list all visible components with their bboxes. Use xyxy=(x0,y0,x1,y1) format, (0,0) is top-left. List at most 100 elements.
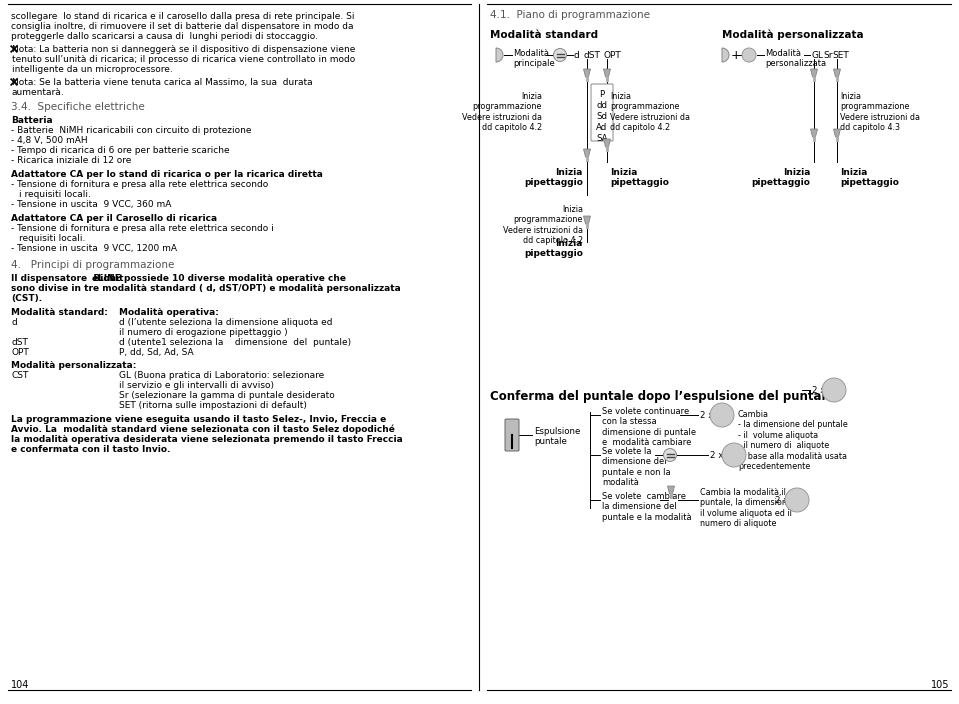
Text: OPT: OPT xyxy=(603,51,620,60)
Text: d: d xyxy=(11,318,16,327)
Polygon shape xyxy=(722,48,729,62)
Polygon shape xyxy=(603,139,611,147)
Polygon shape xyxy=(583,149,591,157)
Polygon shape xyxy=(810,69,817,77)
Text: - Tensione in uscita  9 VCC, 360 mA: - Tensione in uscita 9 VCC, 360 mA xyxy=(11,200,172,209)
Text: Modalità standard:: Modalità standard: xyxy=(11,308,107,317)
FancyBboxPatch shape xyxy=(505,419,519,451)
Text: e confermata con il tasto Invio.: e confermata con il tasto Invio. xyxy=(11,445,171,454)
Text: P, dd, Sd, Ad, SA: P, dd, Sd, Ad, SA xyxy=(119,348,194,357)
Text: LINE possiede 10 diverse modalità operative che: LINE possiede 10 diverse modalità operat… xyxy=(98,274,346,283)
Circle shape xyxy=(664,448,676,462)
Text: il numero di erogazione pipettaggio ): il numero di erogazione pipettaggio ) xyxy=(119,328,288,337)
Text: Cambia la modalità,il
puntale, la dimensione,
il volume aliquota ed il
numero di: Cambia la modalità,il puntale, la dimens… xyxy=(700,488,794,528)
Text: intelligente da un microprocessore.: intelligente da un microprocessore. xyxy=(12,65,173,74)
Text: Nota: Se la batteria viene tenuta carica al Massimo, la sua  durata: Nota: Se la batteria viene tenuta carica… xyxy=(12,78,313,87)
Circle shape xyxy=(722,443,746,467)
Polygon shape xyxy=(496,48,503,62)
Text: Inizia
pipettaggio: Inizia pipettaggio xyxy=(610,168,668,187)
Polygon shape xyxy=(810,129,817,137)
Text: proteggerle dallo scaricarsi a causa di  lunghi periodi di stoccaggio.: proteggerle dallo scaricarsi a causa di … xyxy=(11,32,318,41)
Polygon shape xyxy=(583,69,591,77)
Text: 3.4.  Specifiche elettriche: 3.4. Specifiche elettriche xyxy=(11,102,145,112)
Text: Se volete  cambiare
la dimensione del
puntale e la modalità: Se volete cambiare la dimensione del pun… xyxy=(602,492,691,522)
Text: - Tempo di ricarica di 6 ore per batterie scariche: - Tempo di ricarica di 6 ore per batteri… xyxy=(11,146,229,155)
Text: Modalità
personalizzata: Modalità personalizzata xyxy=(765,49,826,68)
Text: Adattatore CA per lo stand di ricarica o per la ricarica diretta: Adattatore CA per lo stand di ricarica o… xyxy=(11,170,323,179)
Text: Sr: Sr xyxy=(823,51,832,60)
Text: Sd: Sd xyxy=(596,112,607,121)
Text: La programmazione viene eseguita usando il tasto Selez-, Invio, Freccia e: La programmazione viene eseguita usando … xyxy=(11,415,386,424)
Text: tenuto sull’unità di ricarica; il processo di ricarica viene controllato in modo: tenuto sull’unità di ricarica; il proces… xyxy=(12,55,355,64)
Text: Conferma del puntale dopo l’espulsione del puntale: Conferma del puntale dopo l’espulsione d… xyxy=(490,390,833,403)
Text: 4.1.  Piano di programmazione: 4.1. Piano di programmazione xyxy=(490,10,650,20)
Text: 2 x: 2 x xyxy=(812,386,826,395)
Text: OPT: OPT xyxy=(11,348,29,357)
Text: SET (ritorna sulle impostazioni di default): SET (ritorna sulle impostazioni di defau… xyxy=(119,401,307,410)
Text: Avvio. La  modalità standard viene selezionata con il tasto Selez dopodiché: Avvio. La modalità standard viene selezi… xyxy=(11,425,395,434)
Text: Inizia
pipettaggio: Inizia pipettaggio xyxy=(525,239,583,258)
Text: i requisiti locali.: i requisiti locali. xyxy=(19,190,91,199)
Text: 105: 105 xyxy=(930,680,949,690)
Text: dST: dST xyxy=(583,51,600,60)
Text: Modalità personalizzata:: Modalità personalizzata: xyxy=(11,361,136,370)
Circle shape xyxy=(710,403,734,427)
Text: Il dispensatore  Biohit: Il dispensatore Biohit xyxy=(11,274,127,283)
Text: SA: SA xyxy=(596,134,608,143)
Text: Inizia
pipettaggio: Inizia pipettaggio xyxy=(525,168,583,187)
Text: - Tensione di fornitura e presa alla rete elettrica secondo i: - Tensione di fornitura e presa alla ret… xyxy=(11,224,273,233)
Polygon shape xyxy=(603,69,611,77)
Text: Batteria: Batteria xyxy=(11,116,53,125)
Polygon shape xyxy=(583,216,591,224)
Text: 2 x: 2 x xyxy=(700,411,713,420)
Text: +: + xyxy=(731,49,741,62)
Text: Nota: La batteria non si danneggerà se il dispositivo di dispensazione viene: Nota: La batteria non si danneggerà se i… xyxy=(12,45,356,54)
Text: Se volete continuare
con la stessa
dimensione di puntale
e  modalità cambiare: Se volete continuare con la stessa dimen… xyxy=(602,407,696,447)
Text: Inizia
pipettaggio: Inizia pipettaggio xyxy=(840,168,899,187)
Text: Modalità standard: Modalità standard xyxy=(490,30,598,40)
Text: Inizia
pipettaggio: Inizia pipettaggio xyxy=(751,168,810,187)
Text: SET: SET xyxy=(832,51,849,60)
Text: Modalità personalizzata: Modalità personalizzata xyxy=(722,30,864,41)
Text: Cambia
- la dimensione del puntale
- il  volume aliquota
- il numero di  aliquot: Cambia - la dimensione del puntale - il … xyxy=(738,410,848,471)
Text: - Tensione di fornitura e presa alla rete elettrica secondo: - Tensione di fornitura e presa alla ret… xyxy=(11,180,269,189)
Text: Inizia
programmazione
Vedere istruzioni da
dd capitolo 4.3: Inizia programmazione Vedere istruzioni … xyxy=(840,92,920,132)
Text: il servizio e gli intervalli di avviso): il servizio e gli intervalli di avviso) xyxy=(119,381,274,390)
Text: Espulsione
puntale: Espulsione puntale xyxy=(534,427,580,446)
Text: Modalità
principale: Modalità principale xyxy=(513,49,554,68)
Text: d: d xyxy=(574,51,580,60)
Text: e: e xyxy=(92,274,98,283)
Text: d (utente1 seleziona la    dimensione  del  puntale): d (utente1 seleziona la dimensione del p… xyxy=(119,338,351,347)
Text: P: P xyxy=(599,90,604,99)
Text: 4.   Principi di programmazione: 4. Principi di programmazione xyxy=(11,260,175,270)
Text: Modalità operativa:: Modalità operativa: xyxy=(119,308,219,317)
Text: Ad: Ad xyxy=(596,123,608,132)
Text: 104: 104 xyxy=(11,680,30,690)
Circle shape xyxy=(785,488,809,512)
Text: 2 x: 2 x xyxy=(710,451,723,460)
Text: - Batterie  NiMH ricaricabili con circuito di protezione: - Batterie NiMH ricaricabili con circuit… xyxy=(11,126,251,135)
Circle shape xyxy=(553,49,567,61)
Text: - Ricarica iniziale di 12 ore: - Ricarica iniziale di 12 ore xyxy=(11,156,131,165)
Text: Inizia
programmazione
Vedere istruzioni da
dd capitolo 4.2: Inizia programmazione Vedere istruzioni … xyxy=(610,92,690,132)
Circle shape xyxy=(742,48,756,62)
Text: GL (Buona pratica di Laboratorio: selezionare: GL (Buona pratica di Laboratorio: selezi… xyxy=(119,371,324,380)
Polygon shape xyxy=(833,69,840,77)
Polygon shape xyxy=(833,129,840,137)
Text: dd: dd xyxy=(596,101,607,110)
Text: Se volete la
dimensione del
puntale e non la
modalità: Se volete la dimensione del puntale e no… xyxy=(602,447,670,487)
Text: - Tensione in uscita  9 VCC, 1200 mA: - Tensione in uscita 9 VCC, 1200 mA xyxy=(11,244,177,253)
Text: sono divise in tre modalità standard ( d, dST/OPT) e modalità personalizzata: sono divise in tre modalità standard ( d… xyxy=(11,284,401,293)
Polygon shape xyxy=(667,486,674,494)
Text: Adattatore CA per il Carosello di ricarica: Adattatore CA per il Carosello di ricari… xyxy=(11,214,217,223)
Text: aumentarà.: aumentarà. xyxy=(12,88,64,97)
Text: Inizia
programmazione
Vedere istruzioni da
dd capitolo 4.2: Inizia programmazione Vedere istruzioni … xyxy=(462,92,542,132)
Text: d (l’utente seleziona la dimensione aliquota ed: d (l’utente seleziona la dimensione aliq… xyxy=(119,318,333,327)
Text: CST: CST xyxy=(11,371,29,380)
Text: 2 x: 2 x xyxy=(775,496,788,505)
Text: requisiti locali.: requisiti locali. xyxy=(19,234,85,243)
Text: consiglia inoltre, di rimuovere il set di batterie dal dispensatore in modo da: consiglia inoltre, di rimuovere il set d… xyxy=(11,22,354,31)
Text: (CST).: (CST). xyxy=(11,294,42,303)
Text: dST: dST xyxy=(11,338,28,347)
Text: - 4,8 V, 500 mAH: - 4,8 V, 500 mAH xyxy=(11,136,87,145)
